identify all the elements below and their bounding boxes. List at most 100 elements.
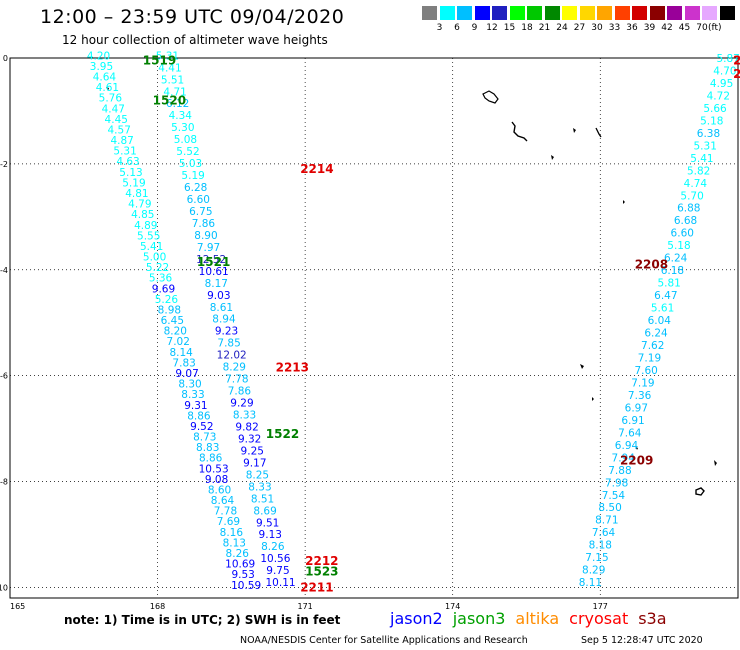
- wave-height-value: 9.53: [231, 569, 254, 581]
- latitude-tick-label: -2: [0, 160, 8, 169]
- wave-height-value: 9.08: [205, 474, 228, 486]
- wave-height-value: 9.25: [241, 445, 264, 457]
- wave-height-value: 5.00: [143, 252, 166, 264]
- wave-height-value: 8.86: [199, 453, 223, 465]
- color-swatch: [667, 6, 682, 20]
- pass-number-label: 1520: [153, 93, 186, 107]
- wave-height-value: 8.17: [205, 278, 228, 290]
- wave-height-value: 5.61: [651, 303, 674, 315]
- wave-height-value: 4.63: [116, 156, 139, 168]
- altimeter-track: 5.314.415.514.716.124.345.305.085.525.03…: [156, 50, 296, 589]
- wave-height-value: 8.18: [589, 540, 612, 552]
- wave-height-value: 7.02: [167, 336, 190, 348]
- latitude-tick-label: -4: [0, 266, 8, 275]
- pass-number-label: 1519: [143, 54, 176, 68]
- wave-height-value: 8.50: [598, 502, 621, 514]
- wave-height-value: 7.86: [192, 218, 216, 230]
- wave-height-value: 5.41: [690, 153, 713, 165]
- legend-entry-cryosat: cryosat: [569, 609, 629, 628]
- wave-height-value: 4.74: [684, 178, 708, 190]
- wave-height-value: 4.95: [710, 78, 733, 90]
- wave-height-value: 10.69: [225, 559, 255, 571]
- altimeter-track: 4.203.954.644.615.764.474.454.574.875.31…: [87, 50, 261, 591]
- wave-height-value: 5.81: [657, 278, 680, 290]
- wave-height-value: 5.36: [149, 273, 173, 285]
- island-outline: [592, 397, 594, 401]
- wave-height-value: 4.70: [713, 65, 736, 77]
- wave-height-value: 7.88: [608, 465, 631, 477]
- latitude-tick-label: 0: [3, 54, 8, 63]
- wave-height-value: 10.11: [266, 577, 296, 589]
- wave-height-value: 6.18: [661, 265, 684, 277]
- wave-height-value: 8.33: [181, 389, 204, 401]
- wave-height-value: 9.51: [256, 517, 279, 529]
- wave-height-value: 4.61: [96, 82, 119, 94]
- legend-entry-jason2: jason2: [390, 609, 443, 628]
- wave-height-value: 10.56: [260, 553, 290, 565]
- latitude-tick-label: -6: [0, 372, 8, 381]
- wave-height-value: 7.54: [602, 490, 626, 502]
- wave-height-value: 6.38: [697, 128, 720, 140]
- color-swatch: [544, 6, 560, 20]
- island-outline: [695, 487, 705, 496]
- wave-height-value: 4.71: [163, 86, 186, 98]
- pass-number-label: 2213: [276, 361, 309, 375]
- wave-height-value: 7.36: [628, 390, 652, 402]
- wave-height-value: 8.29: [582, 565, 605, 577]
- wave-height-value: 4.57: [108, 124, 131, 136]
- wave-height-value: 8.20: [164, 326, 187, 338]
- color-scale-label: 27: [573, 23, 586, 33]
- pass-number-label: 2214: [300, 162, 333, 176]
- wave-height-value: 7.15: [585, 552, 608, 564]
- wave-height-value: 5.26: [155, 294, 179, 306]
- latitude-tick-label: -10: [0, 583, 8, 592]
- wave-height-value: 8.33: [248, 481, 271, 493]
- wave-height-value: 5.31: [156, 50, 179, 62]
- wave-height-value: 12.02: [217, 350, 247, 362]
- wave-height-value: 6.12: [166, 98, 189, 110]
- wave-height-value: 3.95: [90, 61, 113, 73]
- wave-height-value: 10.53: [199, 463, 229, 475]
- color-swatch: [457, 6, 472, 20]
- color-scale-label: 15: [503, 23, 516, 33]
- wave-height-value: 8.94: [212, 314, 236, 326]
- wave-height-value: 9.23: [215, 326, 238, 338]
- island-outline: [636, 447, 638, 450]
- color-swatch: [597, 6, 612, 20]
- color-scale-label: 70: [696, 23, 708, 33]
- color-swatch: [632, 6, 647, 20]
- wave-height-value: 8.29: [223, 362, 246, 374]
- longitude-tick-label: 168: [150, 602, 165, 611]
- color-scale-label: 3: [436, 23, 443, 33]
- island-outline: [580, 364, 584, 369]
- wave-height-value: 6.88: [677, 203, 700, 215]
- wave-height-value: 6.97: [625, 402, 648, 414]
- color-scale-unit: (ft): [708, 23, 722, 33]
- color-scale-label: 6: [454, 23, 460, 33]
- island-outlines: [106, 87, 717, 496]
- wave-height-value: 6.91: [621, 415, 644, 427]
- island-outline: [482, 90, 499, 104]
- wave-height-value: 5.22: [146, 262, 169, 274]
- wave-height-value: 8.13: [223, 537, 246, 549]
- color-swatch: [562, 6, 577, 20]
- island-outline: [623, 200, 625, 204]
- color-scale-label: 18: [521, 23, 533, 33]
- wave-height-value: 8.83: [196, 442, 219, 454]
- wave-height-value: 5.82: [687, 165, 710, 177]
- wave-height-value: 7.64: [592, 527, 616, 539]
- wave-height-value: 5.30: [171, 122, 194, 134]
- wave-height-value: 7.94: [612, 452, 636, 464]
- pass-number-label: 2212: [305, 554, 338, 568]
- axis-ticks: 165 168 171 174 177 0 -2 -4 -6 -8 -10: [0, 54, 608, 611]
- wave-height-value: 7.69: [217, 516, 240, 528]
- wave-height-value: 5.03: [179, 158, 202, 170]
- grid-lines: [10, 58, 738, 598]
- wave-height-value: 8.98: [158, 304, 181, 316]
- map-frame: [9, 57, 739, 599]
- pass-number-label: 2211: [300, 580, 333, 594]
- wave-height-value: 5.19: [122, 177, 145, 189]
- wave-height-value: 5.13: [119, 167, 142, 179]
- wave-height-value: 8.26: [261, 541, 285, 553]
